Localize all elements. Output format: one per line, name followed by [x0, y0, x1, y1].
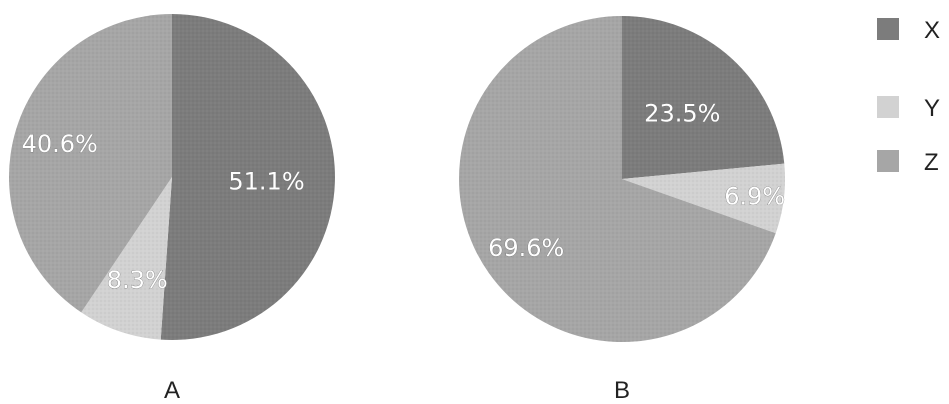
legend-item-y: Y [877, 95, 940, 122]
legend-label-z: Z [924, 149, 939, 176]
pie-a-slice-z-texture [8, 14, 172, 313]
pie-b-label-x: 23.5% [644, 100, 720, 128]
legend-swatch-y [877, 96, 899, 118]
pie-a-label-x: 51.1% [228, 167, 304, 195]
legend-label-y: Y [924, 95, 940, 122]
pie-caption-a: A [164, 377, 180, 404]
pie-a-slice-y-texture [81, 177, 172, 340]
pie-a-label-z: 40.6% [22, 130, 98, 158]
legend-swatch-z [877, 150, 899, 172]
legend-label-x: X [924, 17, 940, 44]
pie-a-label-y: 8.3% [107, 266, 168, 294]
pie-chart-b: 23.5% 6.9% 69.6% [458, 16, 785, 343]
legend-swatch-x [877, 18, 899, 40]
legend-item-z: Z [877, 149, 939, 176]
pie-b-slice-x-texture [622, 16, 785, 179]
pie-b-label-y: 6.9% [724, 182, 785, 210]
legend-item-x: X [877, 17, 940, 44]
pie-b-slice-z-texture [458, 16, 776, 343]
pie-caption-b: B [614, 377, 630, 404]
legend: X Y Z [877, 17, 940, 176]
pie-a-slice-x-texture [160, 14, 336, 340]
pie-chart-a: 51.1% 8.3% 40.6% [8, 14, 336, 340]
pie-b-slice-y-texture [622, 163, 785, 234]
pie-b-label-z: 69.6% [488, 234, 564, 262]
